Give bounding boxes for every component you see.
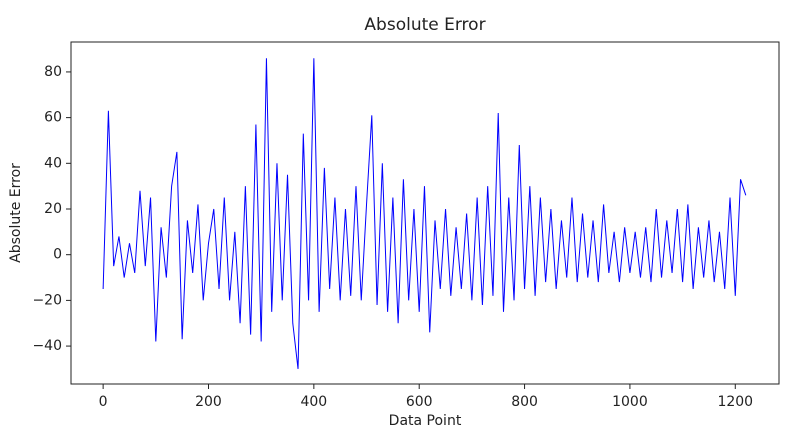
y-tick-label: −20 (32, 292, 62, 308)
y-tick-label: 20 (44, 201, 62, 217)
y-tick-label: 60 (44, 110, 62, 126)
y-tick-label: −40 (32, 338, 62, 354)
x-tick-label: 200 (195, 394, 222, 410)
y-axis-label: Absolute Error (8, 163, 24, 263)
chart-title: Absolute Error (364, 15, 485, 35)
x-axis-label: Data Point (389, 413, 462, 429)
x-tick-label: 800 (511, 394, 538, 410)
x-tick-label: 400 (300, 394, 327, 410)
y-tick-label: 0 (53, 247, 62, 263)
x-tick-label: 600 (406, 394, 433, 410)
plot-frame (70, 41, 780, 385)
x-tick-label: 1200 (717, 394, 753, 410)
y-tick-label: 40 (44, 155, 62, 171)
x-tick-label: 1000 (612, 394, 648, 410)
x-tick-label: 0 (99, 394, 108, 410)
y-tick-label: 80 (44, 64, 62, 80)
data-line (102, 58, 747, 369)
